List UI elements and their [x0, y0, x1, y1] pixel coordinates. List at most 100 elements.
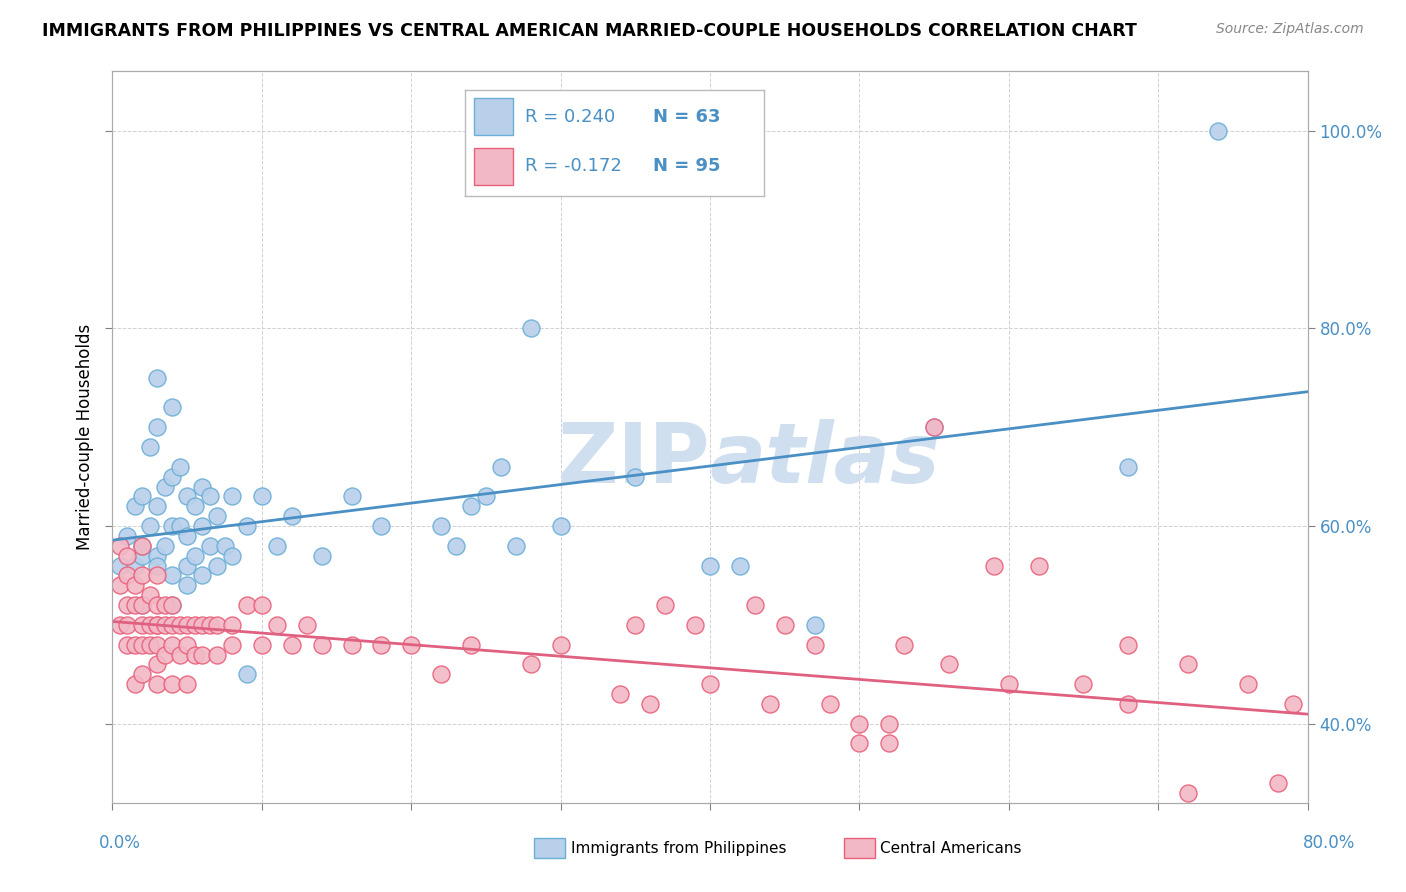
Point — [1073, 677, 1095, 691]
Point — [176, 529, 198, 543]
Point — [214, 539, 236, 553]
Point — [124, 598, 146, 612]
Point — [430, 519, 453, 533]
Point — [236, 598, 259, 612]
Point — [475, 489, 498, 503]
Point — [550, 638, 572, 652]
Point — [176, 489, 198, 503]
Y-axis label: Married-couple Households: Married-couple Households — [76, 324, 94, 550]
Point — [893, 638, 915, 652]
Text: 0.0%: 0.0% — [98, 834, 141, 852]
Point — [139, 618, 162, 632]
Point — [879, 737, 901, 751]
Point — [460, 500, 482, 514]
Point — [1028, 558, 1050, 573]
Point — [117, 638, 139, 652]
Point — [624, 469, 647, 483]
Point — [281, 638, 304, 652]
Point — [699, 677, 721, 691]
Point — [176, 558, 198, 573]
Point — [124, 500, 146, 514]
Point — [624, 618, 647, 632]
Text: Source: ZipAtlas.com: Source: ZipAtlas.com — [1216, 22, 1364, 37]
Point — [205, 558, 228, 573]
Point — [169, 459, 191, 474]
Text: Immigrants from Philippines: Immigrants from Philippines — [571, 841, 786, 855]
Point — [117, 529, 139, 543]
Point — [370, 638, 392, 652]
Point — [714, 835, 737, 849]
Point — [131, 568, 153, 582]
Point — [1267, 776, 1289, 790]
Point — [266, 618, 288, 632]
Text: IMMIGRANTS FROM PHILIPPINES VS CENTRAL AMERICAN MARRIED-COUPLE HOUSEHOLDS CORREL: IMMIGRANTS FROM PHILIPPINES VS CENTRAL A… — [42, 22, 1137, 40]
Point — [191, 568, 214, 582]
Point — [759, 697, 782, 711]
Point — [146, 420, 169, 434]
Point — [983, 558, 1005, 573]
Point — [162, 568, 183, 582]
Point — [183, 500, 205, 514]
Point — [340, 489, 363, 503]
Point — [699, 558, 721, 573]
Point — [803, 638, 825, 652]
Point — [191, 618, 214, 632]
Point — [281, 509, 304, 524]
Point — [744, 598, 766, 612]
Point — [131, 667, 153, 681]
Point — [340, 638, 363, 652]
Point — [139, 440, 162, 454]
Point — [1206, 123, 1229, 137]
Point — [198, 489, 221, 503]
Point — [162, 638, 183, 652]
Point — [117, 549, 139, 563]
Point — [640, 697, 662, 711]
Point — [683, 618, 706, 632]
Point — [162, 618, 183, 632]
Point — [131, 598, 153, 612]
Point — [153, 539, 176, 553]
Point — [162, 598, 183, 612]
Point — [1177, 657, 1199, 672]
Point — [146, 618, 169, 632]
Point — [153, 598, 176, 612]
Point — [117, 568, 139, 582]
Point — [131, 539, 153, 553]
Point — [108, 578, 131, 592]
Point — [998, 677, 1021, 691]
Point — [938, 657, 960, 672]
Point — [654, 598, 676, 612]
Point — [370, 519, 392, 533]
Point — [124, 638, 146, 652]
Point — [146, 568, 169, 582]
Text: ZIP: ZIP — [558, 418, 710, 500]
Point — [311, 549, 333, 563]
Point — [146, 598, 169, 612]
Point — [236, 667, 259, 681]
Point — [1237, 677, 1260, 691]
Point — [1118, 638, 1140, 652]
Point — [198, 539, 221, 553]
Point — [922, 420, 945, 434]
Point — [430, 667, 453, 681]
Point — [146, 371, 169, 385]
Point — [124, 677, 146, 691]
Point — [311, 638, 333, 652]
Point — [609, 687, 631, 701]
Point — [146, 500, 169, 514]
Point — [401, 638, 423, 652]
Point — [117, 598, 139, 612]
Point — [803, 618, 825, 632]
Point — [191, 479, 214, 493]
Point — [505, 539, 527, 553]
Point — [266, 539, 288, 553]
Point — [205, 618, 228, 632]
Point — [131, 638, 153, 652]
Point — [848, 865, 870, 880]
Point — [205, 648, 228, 662]
Point — [124, 558, 146, 573]
Point — [1281, 697, 1303, 711]
Point — [444, 539, 467, 553]
Point — [176, 618, 198, 632]
Point — [183, 549, 205, 563]
